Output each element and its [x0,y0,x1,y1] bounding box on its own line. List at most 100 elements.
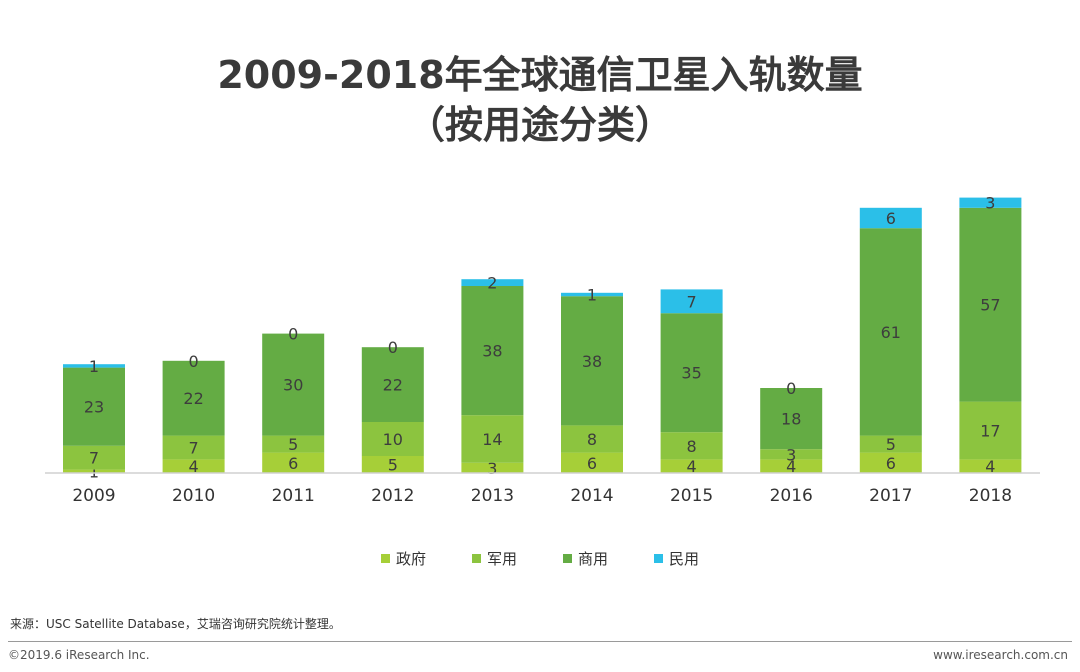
data-label-2017-1: 5 [886,435,896,454]
bar-segment-2018-1 [959,401,1022,460]
bar-segment-2017-0 [859,452,922,473]
data-label-2010-0: 4 [189,457,199,476]
bar-segment-2014-1 [561,425,623,453]
legend-item-2: 商用 [563,548,608,569]
data-label-2016-2: 18 [781,410,801,429]
bar-segment-2009-3 [63,364,125,368]
data-label-2014-2: 38 [582,352,602,371]
data-label-2012-1: 10 [383,430,403,449]
data-label-2011-0: 6 [288,454,298,473]
data-label-2016-0: 4 [786,457,796,476]
bar-segment-2010-1 [162,435,225,460]
legend-label: 商用 [578,550,609,568]
bar-segment-2009-1 [63,445,125,470]
bar-segment-2016-0 [760,459,823,473]
x-tick-2013: 2013 [471,486,514,506]
data-label-2009-1: 7 [89,449,99,468]
x-tick-2010: 2010 [172,486,215,506]
website: www.iresearch.com.cn [933,648,1068,662]
bar-segment-2018-3 [959,197,1022,208]
data-label-2012-2: 22 [383,376,403,395]
data-label-2015-2: 35 [681,364,701,383]
bar-segment-2013-0 [461,462,524,473]
data-label-2009-2: 23 [84,398,104,417]
bar-segment-2017-2 [859,228,922,436]
bar-segment-2017-3 [859,207,922,229]
data-label-2009-3: 1 [89,357,99,376]
x-axis-ticks: 2009 2010 2011 2012 2013 2014 2015 2016 2017 2018 [72,486,1012,506]
bar-segment-2011-2 [262,333,325,436]
data-label-2010-2: 22 [183,389,203,408]
bar-segment-2013-3 [461,279,524,286]
source-note: 来源：USC Satellite Database，艾瑞咨询研究院统计整理。 [10,617,341,631]
data-label-2013-3: 2 [487,274,497,293]
bar-segment-2012-1 [361,422,424,456]
x-tick-2014: 2014 [570,486,613,506]
data-label-2018-1: 17 [980,422,1000,441]
bar-segment-2012-2 [361,347,424,422]
bar-segment-2015-3 [660,289,723,314]
legend-swatch [654,554,664,563]
bar-segment-2011-0 [262,452,325,473]
data-label-2010-3: 0 [189,352,199,371]
bar-segment-2015-0 [660,459,723,473]
legend-item-0: 政府 [380,548,426,569]
data-label-2017-0: 6 [886,454,896,473]
bar-segment-2012-0 [361,456,424,473]
legend-swatch [380,554,390,563]
legend-label: 政府 [395,550,426,568]
bars-group: 1723147220653005102203143826838148357431… [63,194,1022,481]
bar-segment-2013-2 [461,286,524,416]
footer-divider [8,641,1072,642]
data-label-2018-2: 57 [980,296,1000,315]
bar-segment-2009-2 [63,367,125,446]
bar-segment-2014-2 [561,296,623,426]
bar-segment-2013-1 [461,415,524,463]
bar-segment-2015-1 [660,432,723,460]
bar-segment-2014-3 [561,292,623,297]
data-label-2018-3: 3 [985,194,995,213]
data-label-2015-0: 4 [687,457,697,476]
bar-segment-2015-2 [660,313,723,433]
legend-swatch [563,554,572,563]
data-label-2013-0: 3 [487,459,497,478]
data-label-2018-0: 4 [985,457,995,476]
data-label-2014-0: 6 [587,454,597,473]
data-label-2016-1: 3 [786,445,796,464]
x-tick-2017: 2017 [869,486,912,506]
legend-item-1: 军用 [471,548,517,569]
data-label-2009-0: 1 [89,462,99,481]
x-tick-2018: 2018 [969,486,1012,506]
chart-title-line1: 2009-2018年全球通信卫星入轨数量 [217,53,863,97]
data-label-2011-2: 30 [283,376,303,395]
data-label-2012-3: 0 [388,338,398,357]
legend-swatch [471,554,481,563]
bar-segment-2010-2 [162,360,225,436]
bar-segment-2014-0 [561,452,623,473]
data-label-2015-3: 7 [687,292,697,311]
bar-segment-2016-1 [760,449,823,460]
data-label-2012-0: 5 [388,456,398,475]
legend-label: 民用 [669,550,700,568]
bar-segment-2017-1 [859,435,922,453]
x-tick-2009: 2009 [72,486,115,506]
legend: 政府 军用 商用 民用 [0,548,1080,569]
data-label-2014-1: 8 [587,430,597,449]
data-label-2013-2: 38 [482,342,502,361]
x-tick-2012: 2012 [371,486,414,506]
data-label-2017-3: 6 [886,209,896,228]
legend-label: 军用 [486,550,517,568]
chart-title-line2: （按用途分类） [406,103,673,147]
data-label-2014-3: 1 [587,286,597,305]
legend-item-3: 民用 [654,548,699,569]
x-tick-2016: 2016 [770,486,813,506]
data-label-2016-3: 0 [786,379,796,398]
bar-segment-2010-0 [162,459,225,473]
data-label-2017-2: 61 [881,323,901,342]
bar-segment-2018-2 [959,207,1022,402]
stacked-bar-chart: 1723147220653005102203143826838148357431… [45,194,1040,506]
bar-segment-2009-0 [63,469,125,473]
bar-segment-2016-2 [760,388,823,450]
data-label-2013-1: 14 [482,430,502,449]
x-tick-2015: 2015 [670,486,713,506]
